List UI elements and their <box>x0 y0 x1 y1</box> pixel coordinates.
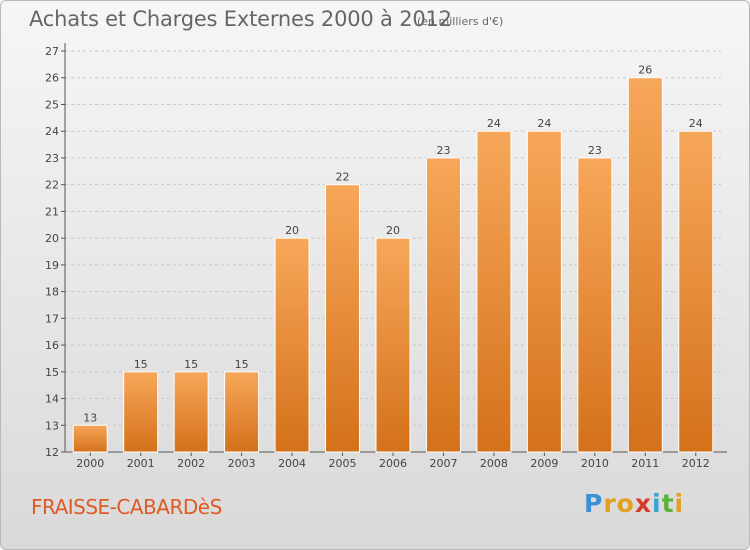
y-tick-label: 20 <box>45 232 59 245</box>
bar-value-label: 24 <box>689 117 703 130</box>
bar-value-label: 23 <box>436 144 450 157</box>
bar-value-label: 24 <box>537 117 551 130</box>
logo-letter: t <box>661 489 675 518</box>
bar-value-label: 20 <box>285 224 299 237</box>
bar-value-label: 26 <box>638 64 652 77</box>
bar <box>678 130 714 453</box>
bar <box>526 130 562 453</box>
logo-letter: i <box>674 489 685 518</box>
x-tick-label: 2003 <box>228 457 256 470</box>
logo-letter: P <box>584 489 604 518</box>
y-tick-label: 18 <box>45 286 59 299</box>
bar <box>375 237 411 453</box>
bars <box>72 77 714 453</box>
x-tick-label: 2001 <box>127 457 155 470</box>
x-tick-label: 2005 <box>329 457 357 470</box>
y-tick-label: 19 <box>45 259 59 272</box>
x-tick-label: 2000 <box>76 457 104 470</box>
y-tick-label: 15 <box>45 366 59 379</box>
chart-title: Achats et Charges Externes 2000 à 2012 <box>29 7 452 31</box>
bar <box>577 157 613 453</box>
bar <box>476 130 512 453</box>
bar <box>72 424 108 453</box>
logo-letter: o <box>616 489 635 518</box>
bar-value-label: 13 <box>83 411 97 424</box>
logo-letter: r <box>603 489 617 518</box>
y-tick-label: 22 <box>45 179 59 192</box>
logo-letter: x <box>634 489 652 518</box>
bar <box>325 184 361 453</box>
y-tick-label: 14 <box>45 393 59 406</box>
bar-value-label: 15 <box>235 358 249 371</box>
proxiti-logo[interactable]: Proxiti <box>584 489 684 518</box>
y-tick-label: 21 <box>45 205 59 218</box>
bar <box>274 237 310 453</box>
bar-value-label: 15 <box>184 358 198 371</box>
y-tick-label: 12 <box>45 446 59 459</box>
bar-value-label: 20 <box>386 224 400 237</box>
y-tick-label: 23 <box>45 152 59 165</box>
y-tick-label: 27 <box>45 45 59 58</box>
x-tick-label: 2012 <box>682 457 710 470</box>
bar <box>224 371 260 453</box>
x-tick-label: 2006 <box>379 457 407 470</box>
y-tick-label: 17 <box>45 312 59 325</box>
y-tick-label: 26 <box>45 72 59 85</box>
x-tick-label: 2009 <box>530 457 558 470</box>
x-tick-label: 2011 <box>631 457 659 470</box>
bar <box>123 371 159 453</box>
x-tick-label: 2002 <box>177 457 205 470</box>
commune-name: FRAISSE-CABARDèS <box>31 495 222 519</box>
bar-value-label: 24 <box>487 117 501 130</box>
bar-value-label: 15 <box>134 358 148 371</box>
bar-value-label: 22 <box>336 171 350 184</box>
y-tick-label: 25 <box>45 98 59 111</box>
y-tick-label: 24 <box>45 125 59 138</box>
y-tick-label: 13 <box>45 419 59 432</box>
logo-letter: i <box>652 489 662 518</box>
x-tick-label: 2004 <box>278 457 306 470</box>
labels: 12 13 14 15 16 17 18 19 20 21 22 23 24 25 26 27 13 2000 15… <box>45 45 710 470</box>
y-tick-label: 16 <box>45 339 59 352</box>
bar-value-label: 23 <box>588 144 602 157</box>
x-tick-label: 2007 <box>429 457 457 470</box>
x-tick-label: 2008 <box>480 457 508 470</box>
bar <box>627 77 663 453</box>
x-tick-label: 2010 <box>581 457 609 470</box>
bar <box>173 371 209 453</box>
bar <box>425 157 461 453</box>
chart-subtitle: (en milliers d'€) <box>417 15 504 28</box>
